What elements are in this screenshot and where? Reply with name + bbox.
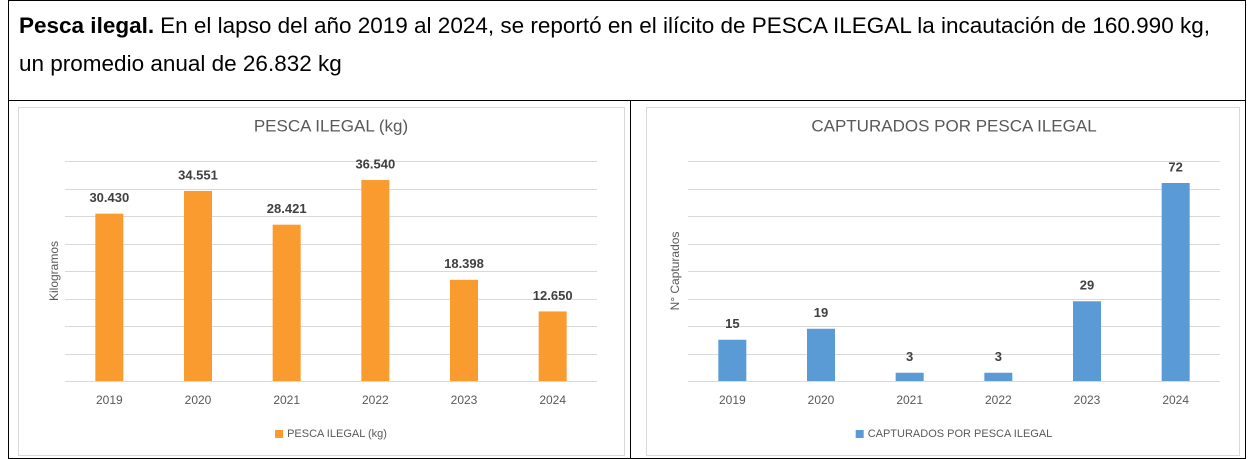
- x-tick-label: 2023: [1074, 393, 1101, 407]
- y-axis-label: N° Capturados: [668, 232, 682, 311]
- bar: [95, 213, 124, 381]
- legend-label: PESCA ILEGAL (kg): [287, 428, 387, 440]
- legend-label: CAPTURADOS POR PESCA ILEGAL: [868, 428, 1053, 440]
- x-tick-label: 2022: [362, 393, 389, 407]
- bar: [984, 372, 1013, 381]
- chart-title: CAPTURADOS POR PESCA ILEGAL: [811, 116, 1096, 135]
- bar: [184, 190, 212, 381]
- data-label: 28.421: [267, 201, 307, 216]
- legend-swatch: [275, 430, 284, 438]
- x-tick-label: 2023: [451, 393, 478, 407]
- x-tick-label: 2019: [96, 393, 123, 407]
- data-label: 34.551: [178, 167, 218, 182]
- chart-title: PESCA ILEGAL (kg): [254, 116, 408, 135]
- chart: PESCA ILEGAL (kg) Kilogramos 2019 30.430 202…: [18, 107, 625, 456]
- data-label: 72: [1168, 159, 1182, 174]
- chart-frame: [646, 107, 1240, 456]
- bar: [718, 339, 747, 381]
- data-label: 3: [995, 349, 1002, 364]
- chart: CAPTURADOS POR PESCA ILEGAL N° Capturados…: [646, 107, 1240, 456]
- data-label: 29: [1080, 278, 1094, 293]
- bar: [895, 372, 924, 381]
- x-tick-label: 2021: [896, 393, 923, 407]
- header-text: Pesca ilegal. En el lapso del año 2019 al…: [8, 0, 1246, 101]
- data-label: 18.398: [444, 256, 484, 271]
- data-label: 15: [725, 316, 739, 331]
- bar: [272, 224, 301, 381]
- x-tick-label: 2020: [808, 393, 835, 407]
- data-label: 12.650: [533, 288, 573, 303]
- data-label: 3: [906, 349, 913, 364]
- bar: [538, 311, 567, 381]
- data-label: 30.430: [89, 190, 129, 205]
- x-tick-label: 2024: [539, 393, 566, 407]
- bar: [361, 180, 390, 381]
- legend-swatch: [855, 430, 864, 438]
- data-label: 19: [814, 305, 828, 320]
- data-label: 36.540: [355, 156, 395, 171]
- x-tick-label: 2021: [273, 393, 300, 407]
- x-tick-label: 2020: [185, 393, 212, 407]
- bar: [1073, 301, 1101, 381]
- x-tick-label: 2022: [985, 393, 1012, 407]
- bar: [807, 328, 835, 381]
- y-axis-label: Kilogramos: [47, 241, 61, 301]
- body-text: En el lapso del año 2019 al 2024, se rep…: [19, 13, 1210, 76]
- bar: [450, 279, 478, 381]
- bar: [1161, 183, 1190, 381]
- x-tick-label: 2019: [719, 393, 746, 407]
- bold-lead: Pesca ilegal.: [19, 13, 155, 38]
- x-tick-label: 2024: [1162, 393, 1189, 407]
